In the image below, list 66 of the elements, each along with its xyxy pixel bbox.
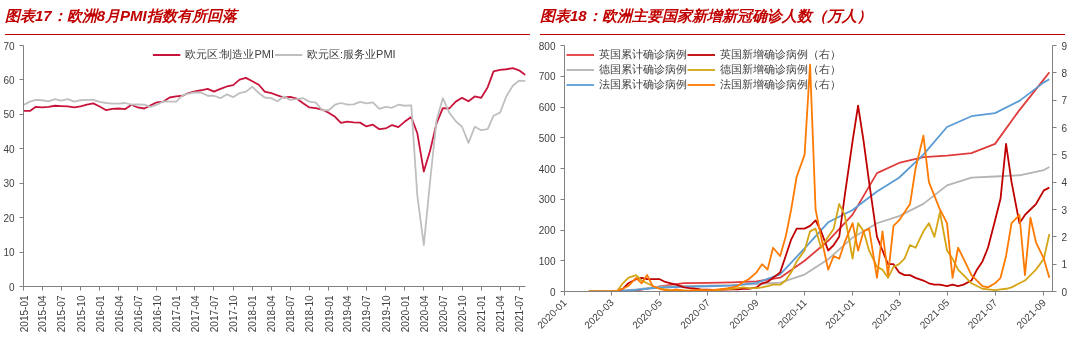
x-tick-label: 2018-07 bbox=[285, 295, 297, 333]
chart-title: 图表18：欧洲主要国家新增新冠确诊人数（万人） bbox=[540, 6, 872, 26]
x-tick-label: 2016-04 bbox=[113, 295, 125, 333]
x-tick-label: 2020-10 bbox=[457, 295, 469, 333]
y-tick-label: 20 bbox=[3, 212, 15, 224]
y-tick-label: 0 bbox=[8, 281, 15, 293]
y-tick-label: 700 bbox=[538, 71, 556, 83]
x-tick-label: 2019-07 bbox=[361, 295, 373, 333]
x-tick-label: 2015-10 bbox=[75, 295, 87, 333]
legend-label: 欧元区:服务业PMI bbox=[307, 47, 396, 62]
y-tick-label: 10 bbox=[3, 247, 15, 259]
legend-label: 法国累计确诊病例 bbox=[599, 77, 687, 92]
legend-label: 英国新增确诊病例（右） bbox=[720, 47, 841, 62]
x-tick-label: 2021-01 bbox=[476, 295, 488, 333]
y-tick-label: 300 bbox=[538, 194, 556, 206]
legend-label: 英国累计确诊病例 bbox=[599, 47, 687, 62]
x-tick-label: 2020-01 bbox=[399, 295, 411, 333]
y-tick-label: 500 bbox=[538, 132, 556, 144]
y-tick-label: 400 bbox=[538, 163, 556, 175]
x-tick-label: 2021-07 bbox=[514, 295, 526, 333]
y2-tick-label: 4 bbox=[1061, 177, 1068, 189]
y2-tick-label: 2 bbox=[1061, 231, 1068, 243]
chart-title: 图表17：欧洲8月PMI指数有所回落 bbox=[5, 6, 237, 26]
x-tick-label: 2019-10 bbox=[380, 295, 392, 333]
y-tick-label: 100 bbox=[538, 255, 556, 267]
legend-label: 欧元区:制造业PMI bbox=[185, 47, 274, 62]
y2-tick-label: 9 bbox=[1061, 40, 1068, 52]
x-tick-label: 2020-07 bbox=[437, 295, 449, 333]
y2-tick-label: 0 bbox=[1061, 286, 1068, 298]
x-tick-label: 2015-04 bbox=[37, 295, 49, 333]
y2-tick-label: 1 bbox=[1061, 259, 1068, 271]
x-tick-label: 2017-01 bbox=[171, 295, 183, 333]
y-tick-label: 200 bbox=[538, 225, 556, 236]
x-tick-label: 2017-07 bbox=[208, 295, 220, 333]
legend-label: 德国累计确诊病例 bbox=[599, 62, 687, 77]
x-tick-label: 2016-07 bbox=[132, 295, 144, 333]
y-tick-label: 60 bbox=[3, 74, 15, 86]
y-tick-label: 600 bbox=[538, 102, 556, 113]
x-tick-label: 2021-04 bbox=[495, 295, 507, 333]
y-tick-label: 0 bbox=[549, 286, 556, 298]
legend-label: 法国新增确诊病例（右） bbox=[720, 77, 841, 92]
x-tick-label: 2019-01 bbox=[323, 295, 335, 333]
y-tick-label: 40 bbox=[3, 143, 15, 155]
y-tick-label: 70 bbox=[3, 40, 15, 52]
y-tick-label: 50 bbox=[3, 109, 15, 121]
x-tick-label: 2018-04 bbox=[266, 295, 278, 333]
y-tick-label: 800 bbox=[538, 40, 556, 52]
x-tick-label: 2018-01 bbox=[247, 295, 259, 333]
y2-tick-label: 3 bbox=[1061, 204, 1068, 216]
line-series bbox=[23, 79, 526, 247]
y-tick-label: 30 bbox=[3, 178, 15, 190]
x-tick-label: 2015-01 bbox=[18, 295, 30, 333]
line-series bbox=[23, 67, 526, 173]
x-tick-label: 2015-07 bbox=[56, 295, 68, 333]
y2-tick-label: 5 bbox=[1061, 149, 1068, 161]
x-tick-label: 2016-01 bbox=[94, 295, 106, 333]
y2-tick-label: 6 bbox=[1061, 122, 1068, 134]
x-tick-label: 2017-04 bbox=[189, 295, 201, 333]
x-tick-label: 2016-10 bbox=[151, 295, 163, 333]
x-tick-label: 2019-04 bbox=[342, 295, 354, 333]
y2-tick-label: 7 bbox=[1061, 95, 1068, 107]
y2-tick-label: 8 bbox=[1061, 67, 1068, 79]
legend-label: 德国新增确诊病例（右） bbox=[720, 62, 841, 77]
x-tick-label: 2020-04 bbox=[418, 295, 430, 333]
x-tick-label: 2017-10 bbox=[228, 295, 240, 333]
x-tick-label: 2018-10 bbox=[304, 295, 316, 333]
